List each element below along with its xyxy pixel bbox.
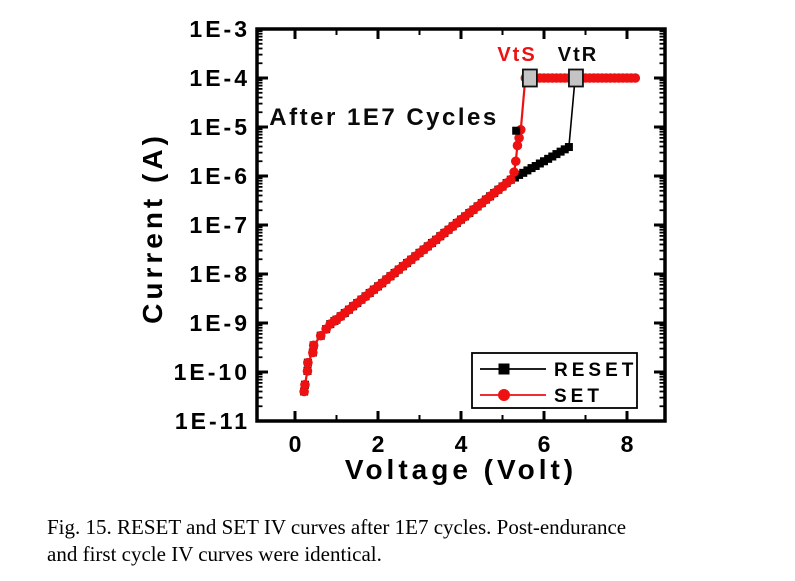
x-tick-label: 0	[289, 431, 302, 457]
legend-label-reset: RESET	[554, 360, 637, 381]
legend: RESET SET	[471, 352, 638, 409]
reset-marker	[544, 154, 553, 163]
set-marker	[308, 347, 318, 358]
y-tick-label: 1E-11	[175, 408, 250, 434]
x-tick-label: 6	[538, 431, 551, 457]
annotation-after-cycles: After 1E7 Cycles	[269, 104, 498, 131]
y-tick-label: 1E-7	[189, 212, 250, 238]
legend-rows: RESET SET	[480, 360, 637, 407]
y-tick-label: 1E-8	[189, 261, 250, 287]
figure-caption: Fig. 15. RESET and SET IV curves after 1…	[47, 514, 772, 568]
reset-marker	[519, 168, 528, 177]
annotation-vts: VtS	[497, 44, 536, 66]
reset-marker	[540, 157, 548, 166]
caption-line-2: and first cycle IV curves were identical…	[47, 542, 382, 566]
y-tick-labels: 1E-3 1E-4 1E-5 1E-6 1E-7 1E-8 1E-9 1E-10 1E-11	[174, 16, 250, 434]
reset-marker	[535, 159, 544, 168]
reset-marker	[531, 161, 540, 170]
set-marker	[514, 133, 524, 143]
legend-label-set: SET	[554, 386, 603, 407]
threshold-markers	[521, 68, 584, 88]
caption-line-1: Fig. 15. RESET and SET IV curves after 1…	[47, 515, 627, 539]
set-marker	[510, 156, 521, 167]
x-tick-label: 4	[455, 431, 468, 457]
x-tick-label: 8	[621, 431, 634, 457]
legend-square-marker	[498, 363, 510, 375]
set-marker	[512, 140, 523, 151]
reset-marker	[523, 166, 532, 175]
set-marker	[315, 330, 326, 341]
set-marker	[506, 174, 516, 185]
y-tick-label: 1E-5	[189, 114, 250, 140]
data-series	[299, 73, 641, 397]
x-tick-labels: 0 2 4 6 8	[289, 431, 634, 457]
set-marker	[302, 366, 313, 376]
legend-circle-marker	[498, 389, 510, 401]
y-tick-label: 1E-3	[189, 16, 250, 42]
reset-marker	[515, 170, 524, 179]
y-tick-label: 1E-10	[174, 359, 250, 385]
y-tick-label: 1E-4	[189, 65, 250, 91]
set-marker	[509, 167, 519, 177]
set-marker	[303, 357, 313, 368]
y-tick-label: 1E-9	[189, 310, 250, 336]
reset-marker	[560, 145, 569, 154]
reset-marker	[527, 164, 536, 173]
y-tick-label: 1E-6	[189, 163, 250, 189]
vts-threshold-square	[521, 68, 538, 88]
reset-marker	[556, 147, 565, 156]
annotation-vtr: VtR	[558, 44, 598, 66]
reset-marker	[552, 150, 561, 159]
set-marker	[308, 340, 319, 351]
stray-reset-marker	[512, 126, 521, 135]
x-axis-title: Voltage (Volt)	[345, 454, 577, 485]
iv-chart: 1E-3 1E-4 1E-5 1E-6 1E-7 1E-8 1E-9 1E-10 1E-11 0…	[137, 16, 667, 485]
reset-marker	[548, 152, 557, 161]
y-axis-title: Current (A)	[137, 132, 168, 324]
vtr-threshold-square	[568, 68, 584, 88]
plot-frame	[255, 27, 667, 423]
reset-marker	[564, 143, 573, 152]
x-tick-label: 2	[372, 431, 385, 457]
set-marker	[630, 73, 641, 83]
set-marker	[300, 379, 310, 390]
